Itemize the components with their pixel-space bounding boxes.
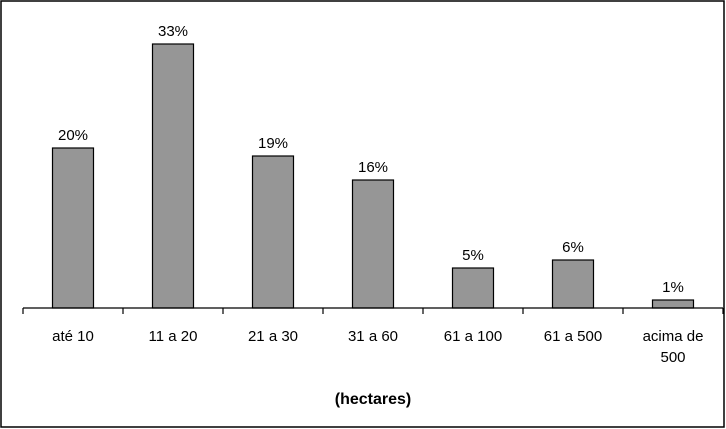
- bar: [651, 299, 695, 309]
- x-tick-label: 31 a 60: [348, 328, 398, 345]
- bar: [351, 179, 395, 309]
- bar: [151, 43, 195, 309]
- bar: [451, 267, 495, 309]
- x-tick-labels-group: até 10 11 a 20 21 a 30 31 a 60 61 a 100 61 a …: [52, 328, 703, 366]
- bar: [551, 259, 595, 309]
- data-label: 16%: [358, 159, 388, 176]
- x-axis-label: (hectares): [335, 391, 411, 408]
- data-label: 33%: [158, 23, 188, 40]
- x-tick-label: 21 a 30: [248, 328, 298, 345]
- bar: [251, 155, 295, 309]
- data-label: 5%: [462, 247, 484, 264]
- bars-group: [51, 43, 695, 309]
- x-tick-label: 11 a 20: [149, 328, 198, 345]
- x-tick-label: 61 a 500: [544, 328, 602, 345]
- bar: [51, 147, 95, 309]
- x-ticks-group: [22, 308, 724, 314]
- x-tick-label: 61 a 100: [444, 328, 502, 345]
- data-label: 20%: [58, 127, 88, 144]
- x-tick-label: até 10: [52, 328, 94, 345]
- data-label: 19%: [258, 135, 288, 152]
- data-label: 6%: [562, 239, 584, 256]
- data-labels-group: 20% 33% 19% 16% 5% 6% 1%: [58, 23, 684, 296]
- x-tick-label: acima de 500: [643, 328, 704, 366]
- data-label: 1%: [662, 279, 684, 296]
